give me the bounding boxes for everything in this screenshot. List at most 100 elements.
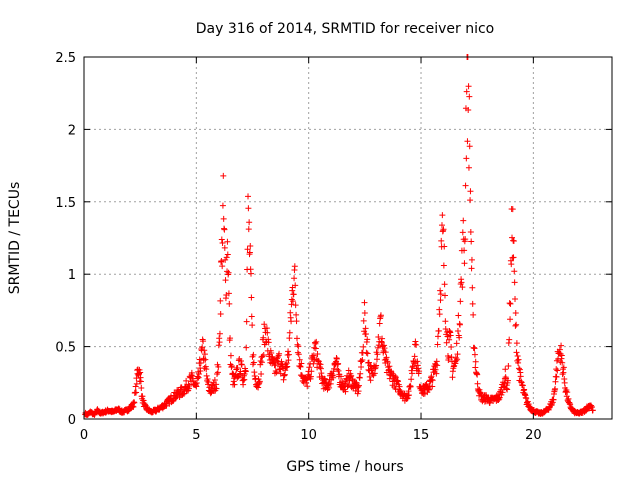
data-point <box>440 262 447 269</box>
data-point <box>249 322 256 329</box>
data-point <box>463 88 470 95</box>
data-point <box>248 270 255 277</box>
data-point <box>466 93 473 100</box>
data-point <box>362 325 369 332</box>
data-point <box>434 362 441 369</box>
data-point <box>362 331 369 338</box>
data-point <box>512 310 519 317</box>
data-point <box>466 143 473 150</box>
data-point <box>508 261 515 268</box>
data-point <box>458 279 465 286</box>
data-point <box>442 318 449 325</box>
data-point <box>469 284 476 291</box>
data-point <box>413 341 420 348</box>
data-point <box>293 318 300 325</box>
data-point <box>295 351 302 358</box>
data-point <box>468 238 475 245</box>
data-point <box>224 268 231 275</box>
data-point <box>429 383 436 390</box>
data-point <box>392 385 399 392</box>
data-point <box>289 298 296 305</box>
data-point <box>200 357 207 364</box>
data-point <box>366 373 373 380</box>
data-point <box>515 365 522 372</box>
data-point <box>203 372 210 379</box>
data-point <box>365 366 372 373</box>
data-point <box>242 368 249 375</box>
data-point <box>218 258 225 265</box>
data-point <box>465 164 472 171</box>
data-point <box>515 356 522 363</box>
data-point <box>445 355 452 362</box>
y-axis-title: SRMTID / TECUs <box>7 182 23 295</box>
data-point <box>409 370 416 377</box>
data-point <box>310 360 317 367</box>
data-point <box>449 374 456 381</box>
data-point <box>293 311 300 318</box>
data-point <box>365 359 372 366</box>
data-point <box>345 382 352 389</box>
data-point <box>438 222 445 229</box>
data-point <box>440 226 447 233</box>
data-point <box>258 370 265 377</box>
data-point <box>202 356 209 363</box>
data-point <box>256 378 263 385</box>
data-point <box>552 378 559 385</box>
data-point <box>201 347 208 354</box>
data-point <box>460 217 467 224</box>
data-point <box>255 384 262 391</box>
data-point <box>308 368 315 375</box>
data-point <box>456 334 463 341</box>
data-point <box>203 366 210 373</box>
data-point <box>379 335 386 342</box>
data-point <box>310 352 317 359</box>
data-point <box>471 351 478 358</box>
data-point <box>512 322 519 329</box>
data-point <box>213 385 220 392</box>
data-point <box>307 373 314 380</box>
data-point <box>296 356 303 363</box>
data-point <box>411 353 418 360</box>
data-point <box>226 300 233 307</box>
data-point <box>195 371 202 378</box>
data-point <box>589 407 596 414</box>
data-point <box>374 344 381 351</box>
data-point <box>196 356 203 363</box>
data-point <box>359 356 366 363</box>
data-point <box>286 329 293 336</box>
data-point <box>469 300 476 307</box>
data-point <box>513 349 520 356</box>
data-point <box>225 269 232 276</box>
data-point <box>215 363 222 370</box>
data-point <box>355 388 362 395</box>
data-point <box>276 350 283 357</box>
data-point <box>523 395 530 402</box>
data-point <box>246 249 253 256</box>
data-point <box>558 352 565 359</box>
data-point <box>258 359 265 366</box>
data-point <box>342 388 349 395</box>
data-point <box>374 351 381 358</box>
data-point <box>405 392 412 399</box>
data-point <box>245 226 252 233</box>
x-tick-label: 5 <box>192 428 200 443</box>
data-point <box>241 376 248 383</box>
x-axis-title: GPS time / hours <box>286 459 403 475</box>
data-point <box>245 205 252 212</box>
data-point <box>260 334 267 341</box>
data-point <box>377 312 384 319</box>
data-point <box>461 260 468 267</box>
data-point <box>457 298 464 305</box>
data-point <box>273 369 280 376</box>
data-point <box>243 344 250 351</box>
data-point <box>220 215 227 222</box>
data-point <box>137 369 144 376</box>
data-point <box>507 316 514 323</box>
data-point <box>441 243 448 250</box>
data-point <box>361 299 368 306</box>
data-point <box>437 297 444 304</box>
data-point <box>452 360 459 367</box>
data-point <box>509 234 516 241</box>
data-point <box>409 363 416 370</box>
data-point <box>456 321 463 328</box>
